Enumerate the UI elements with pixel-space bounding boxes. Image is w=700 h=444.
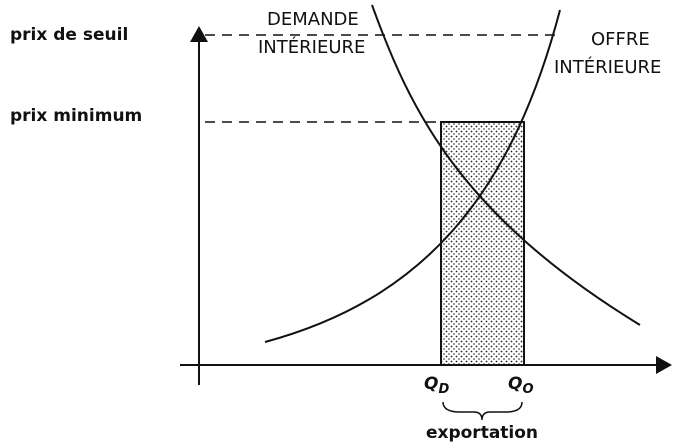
demand-label: DEMANDE [267,9,359,30]
demand-curve [371,4,641,326]
supply-label: INTÉRIEURE [554,56,661,78]
qo-label: QO [508,374,534,397]
supply-curve [264,9,561,343]
export-label: exportation [426,423,538,443]
brace [442,401,523,421]
supply-label: OFFRE [591,29,650,50]
y-arrow [190,26,208,42]
demand-label: INTÉRIEURE [258,36,365,58]
x-arrow [656,356,672,374]
minimum-label: prix minimum [10,106,142,126]
threshold-label: prix de seuil [10,25,128,45]
qd-label: QD [424,374,449,397]
export-area [440,121,525,366]
